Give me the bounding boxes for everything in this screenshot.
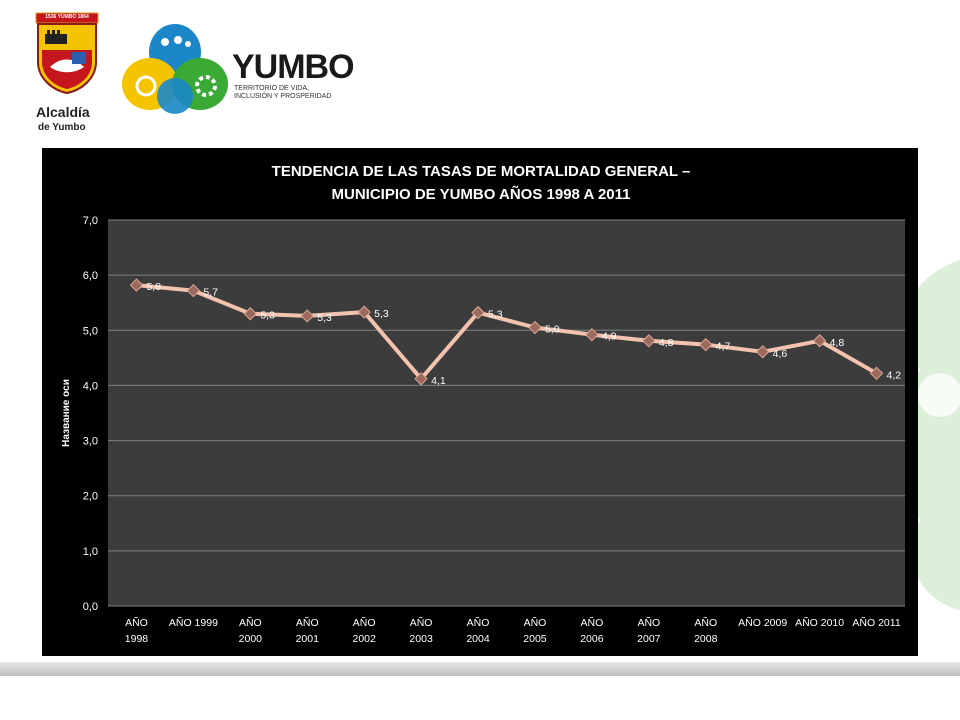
- brand-tagline-line1: TERRITORIO DE VIDA,: [234, 85, 309, 92]
- data-point: [243, 307, 258, 321]
- x-tick-text: AÑO: [524, 616, 547, 629]
- y-tick-label: 3,0: [83, 436, 98, 448]
- x-tick-text: AÑO: [296, 616, 319, 629]
- y-tick-label: 5,0: [83, 325, 98, 337]
- x-tick-text: 2002: [352, 633, 376, 645]
- data-label: 5,3: [374, 308, 389, 320]
- x-tick-text: AÑO: [353, 616, 376, 629]
- data-point: [414, 372, 428, 386]
- data-point: [755, 345, 770, 359]
- data-label: 4,8: [659, 337, 674, 349]
- y-axis-label: Название оси: [61, 379, 72, 447]
- x-tick-text: AÑO: [239, 616, 262, 629]
- banner-text: 1536 YUMBO 1864: [45, 14, 89, 20]
- x-tick-text: 1998: [125, 633, 149, 645]
- x-tick-label: AÑO 1999: [169, 616, 218, 629]
- chart-frame: TENDENCIA DE LAS TASAS DE MORTALIDAD GEN…: [42, 148, 918, 656]
- data-point: [528, 320, 542, 335]
- x-tick-text: AÑO: [694, 616, 717, 629]
- data-point: [869, 366, 884, 381]
- chart-title-line1: TENDENCIA DE LAS TASAS DE MORTALIDAD GEN…: [272, 163, 691, 180]
- y-tick-label: 4,0: [83, 380, 98, 392]
- x-tick-label: AÑO 2004: [466, 616, 490, 645]
- x-tick-text: AÑO 2011: [852, 616, 900, 629]
- y-tick-label: 1,0: [83, 546, 98, 558]
- x-tick-label: AÑO 2010: [795, 616, 844, 629]
- data-point: [300, 309, 314, 323]
- data-label: 5,8: [146, 281, 161, 293]
- data-point: [357, 305, 371, 319]
- alcaldia-logo: 1536 YUMBO 1864 Alcaldía de Yumbo: [28, 12, 108, 133]
- x-tick-label: AÑO 2011: [852, 616, 900, 629]
- brand-tagline-line2: INCLUSIÓN Y PROSPERIDAD: [234, 93, 332, 100]
- x-tick-text: AÑO: [467, 616, 490, 629]
- x-tick-label: AÑO 2003: [409, 616, 433, 645]
- x-tick-text: AÑO: [637, 616, 660, 629]
- chart-title-line2: MUNICIPIO DE YUMBO AÑOS 1998 A 2011: [332, 185, 631, 203]
- data-label: 4,7: [716, 341, 731, 353]
- data-label: 5,3: [260, 310, 275, 322]
- x-tick-label: AÑO 2006: [580, 616, 604, 645]
- x-tick-text: AÑO 1999: [169, 616, 218, 629]
- x-tick-text: AÑO: [410, 616, 433, 629]
- data-point: [585, 327, 599, 342]
- mortality-line-chart: TENDENCIA DE LAS TASAS DE MORTALIDAD GEN…: [61, 163, 905, 645]
- data-label: 5,3: [317, 312, 332, 324]
- data-label: 4,1: [431, 375, 446, 387]
- alcaldia-caption-line1: Alcaldía: [36, 104, 90, 120]
- data-point: [699, 337, 713, 352]
- bottom-bar: [0, 662, 960, 676]
- y-tick-label: 2,0: [83, 491, 98, 503]
- x-tick-text: 2007: [637, 633, 661, 645]
- brand-emblem-icon: [122, 24, 228, 114]
- x-tick-label: AÑO 2009: [738, 616, 787, 629]
- yumbo-brand-logo: YUMBO TERRITORIO DE VIDA, INCLUSIÓN Y PR…: [120, 22, 355, 122]
- x-tick-text: 2003: [409, 633, 433, 645]
- x-tick-text: AÑO 2010: [795, 616, 844, 629]
- data-label: 4,9: [602, 331, 617, 343]
- data-label: 4,8: [830, 337, 845, 349]
- x-tick-text: 2008: [694, 633, 718, 645]
- data-label: 5,3: [488, 309, 503, 321]
- x-tick-text: AÑO: [581, 616, 604, 629]
- data-label: 5,0: [545, 324, 560, 336]
- x-tick-label: AÑO 2002: [352, 616, 376, 645]
- y-tick-label: 6,0: [83, 270, 98, 282]
- plot-area: [108, 220, 905, 606]
- y-tick-label: 0,0: [83, 601, 98, 613]
- x-tick-text: AÑO 2009: [738, 616, 787, 629]
- x-tick-text: 2005: [523, 633, 547, 645]
- shield-icon: [35, 12, 99, 94]
- x-tick-label: AÑO 2001: [296, 616, 320, 645]
- x-tick-label: AÑO 2008: [694, 616, 718, 645]
- x-tick-text: 2000: [239, 633, 263, 645]
- x-tick-text: 2006: [580, 633, 604, 645]
- data-label: 5,7: [203, 287, 218, 299]
- data-point: [186, 283, 201, 298]
- data-point: [642, 334, 656, 348]
- alcaldia-caption-line2: de Yumbo: [38, 122, 86, 133]
- data-point: [471, 305, 485, 320]
- data-point: [129, 278, 144, 292]
- x-tick-label: AÑO 2007: [637, 616, 661, 645]
- x-tick-label: AÑO 1998: [125, 616, 149, 645]
- data-label: 4,6: [773, 348, 788, 360]
- x-tick-label: AÑO 2005: [523, 616, 547, 645]
- data-point: [812, 334, 827, 348]
- brand-name: YUMBO: [232, 48, 355, 86]
- x-tick-text: 2001: [296, 633, 320, 645]
- data-label: 4,2: [887, 369, 902, 381]
- x-tick-label: AÑO 2000: [239, 616, 263, 645]
- y-tick-label: 7,0: [83, 215, 98, 227]
- x-tick-text: AÑO: [125, 616, 148, 629]
- series-line: [136, 283, 878, 381]
- x-tick-text: 2004: [466, 633, 490, 645]
